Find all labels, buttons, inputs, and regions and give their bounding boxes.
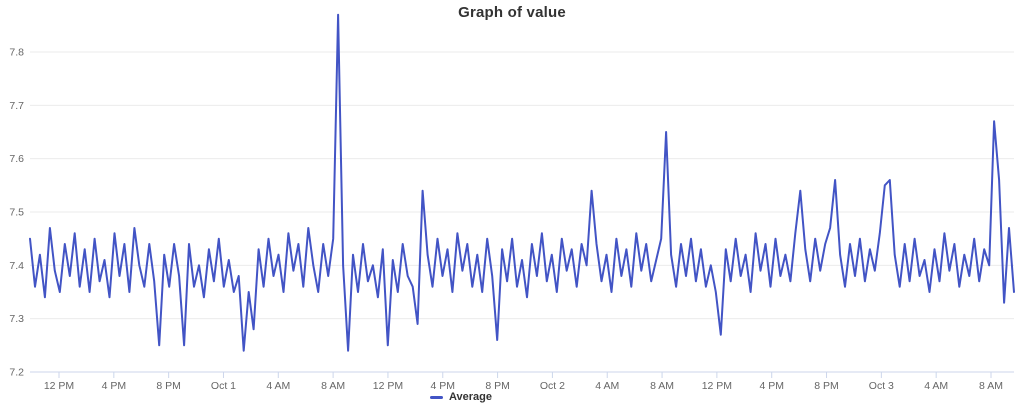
x-axis-label: 8 AM: [979, 380, 1003, 392]
y-axis-label: 7.4: [9, 260, 24, 272]
y-axis-label: 7.2: [9, 367, 24, 379]
x-axis-label: 12 PM: [702, 380, 732, 392]
y-axis-label: 7.7: [9, 100, 24, 112]
x-axis-label: Oct 2: [540, 380, 565, 392]
y-axis-label: 7.6: [9, 153, 24, 165]
x-axis: [30, 371, 1014, 378]
series-line-average: [29, 13, 1015, 352]
x-axis-label: 8 AM: [321, 380, 345, 392]
legend-item-average[interactable]: Average: [449, 391, 493, 403]
y-axis-label: 7.3: [9, 313, 24, 325]
x-axis-label: 8 PM: [485, 380, 510, 392]
x-axis-label: 8 PM: [814, 380, 839, 392]
chart-title: Graph of value: [458, 4, 566, 21]
x-axis-label: 4 PM: [759, 380, 784, 392]
x-axis-label: 4 PM: [431, 380, 456, 392]
x-axis-label: 4 AM: [266, 380, 290, 392]
y-axis-label: 7.5: [9, 207, 24, 219]
legend-line-icon: [430, 395, 443, 399]
x-axis-labels: 12 PM 4 PM 8 PM Oct 1 4 AM 8 AM 12 PM 4 PM 8 PM O…: [44, 380, 1003, 392]
x-axis-label: 12 PM: [44, 380, 74, 392]
x-axis-label: Oct 1: [211, 380, 236, 392]
x-axis-label: 12 PM: [373, 380, 403, 392]
y-axis-labels: 7.2 7.3 7.4 7.5 7.6 7.7 7.8: [9, 47, 24, 379]
x-axis-label: 4 PM: [102, 380, 127, 392]
gridlines: [30, 51, 1014, 373]
y-axis-label: 7.8: [9, 47, 24, 59]
x-axis-label: Oct 3: [869, 380, 894, 392]
legend: Average: [430, 391, 492, 403]
x-axis-label: 8 PM: [156, 380, 181, 392]
x-axis-label: 4 AM: [595, 380, 619, 392]
x-axis-label: 4 AM: [924, 380, 948, 392]
x-axis-label: 8 AM: [650, 380, 674, 392]
